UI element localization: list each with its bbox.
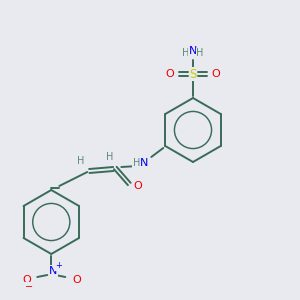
Text: H: H	[106, 152, 113, 162]
Text: H: H	[76, 156, 84, 166]
Text: N: N	[189, 46, 197, 56]
Text: O: O	[22, 275, 31, 285]
Text: +: +	[55, 262, 62, 271]
Text: N: N	[140, 158, 148, 168]
Text: O: O	[212, 69, 220, 79]
Text: S: S	[189, 68, 197, 80]
Text: O: O	[72, 275, 81, 285]
Text: N: N	[49, 266, 58, 276]
Text: O: O	[166, 69, 174, 79]
Text: −: −	[25, 282, 33, 292]
Text: H: H	[182, 48, 190, 58]
Text: O: O	[133, 181, 142, 191]
Text: H: H	[196, 48, 204, 58]
Text: H: H	[133, 158, 140, 168]
